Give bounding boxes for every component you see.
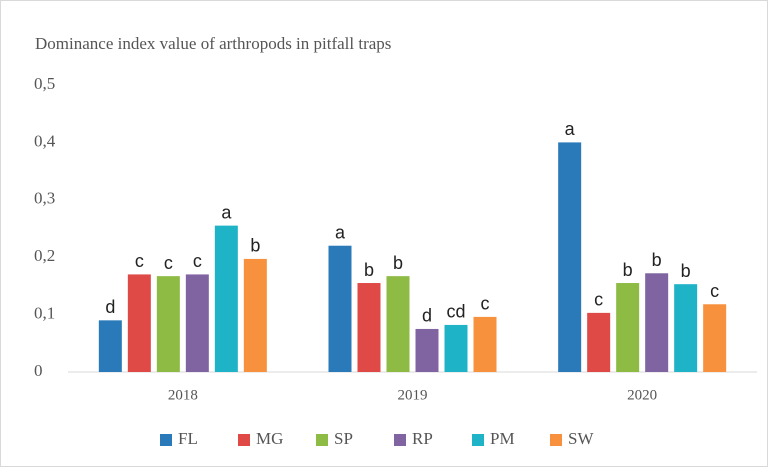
legend-swatch [550,434,562,446]
significance-letter: b [393,253,403,273]
legend-swatch [394,434,406,446]
legend-label: RP [412,429,433,448]
significance-letter: a [221,202,232,222]
significance-letter: b [364,260,374,280]
legend-label: FL [178,429,198,448]
legend-label: PM [490,429,515,448]
legend-swatch [316,434,328,446]
significance-letter: a [565,119,576,139]
bar [156,276,180,372]
bar [127,274,151,372]
bar [674,284,698,372]
y-tick-label: 0,3 [34,189,55,208]
y-tick-label: 0,1 [34,304,55,323]
bar [616,283,640,372]
legend-swatch [160,434,172,446]
bar [357,283,381,372]
bar [473,316,497,372]
legend-label: SP [334,429,353,448]
significance-letter: c [710,281,719,301]
y-tick-label: 0,4 [34,131,56,150]
bar [703,304,727,372]
bar [386,276,410,372]
legend-label: MG [256,429,283,448]
significance-letter: c [193,251,202,271]
bar [645,273,669,372]
bar [185,274,209,372]
bar [214,225,238,372]
bar [98,320,122,372]
significance-letter: b [681,261,691,281]
significance-letter: d [422,306,432,326]
significance-letter: d [105,297,115,317]
significance-letter: c [594,290,603,310]
bar [587,312,611,372]
significance-letter: b [623,260,633,280]
legend-label: SW [568,429,594,448]
significance-letter: a [335,222,346,242]
significance-letter: c [164,253,173,273]
bar [328,245,352,372]
significance-letter: b [652,250,662,270]
bar [415,328,439,372]
bar [558,142,582,372]
x-tick-label: 2019 [398,387,428,403]
significance-letter: c [481,294,490,314]
x-tick-label: 2020 [627,387,657,403]
chart-title: Dominance index value of arthropods in p… [35,34,391,53]
bar [243,258,267,372]
x-tick-label: 2018 [168,387,198,403]
y-tick-label: 0,2 [34,246,55,265]
y-tick-label: 0 [34,361,43,380]
y-tick-label: 0,5 [34,74,55,93]
significance-letter: c [135,251,144,271]
bar [444,324,468,372]
legend-swatch [472,434,484,446]
significance-letter: cd [446,302,465,322]
significance-letter: b [250,236,260,256]
legend-swatch [238,434,250,446]
